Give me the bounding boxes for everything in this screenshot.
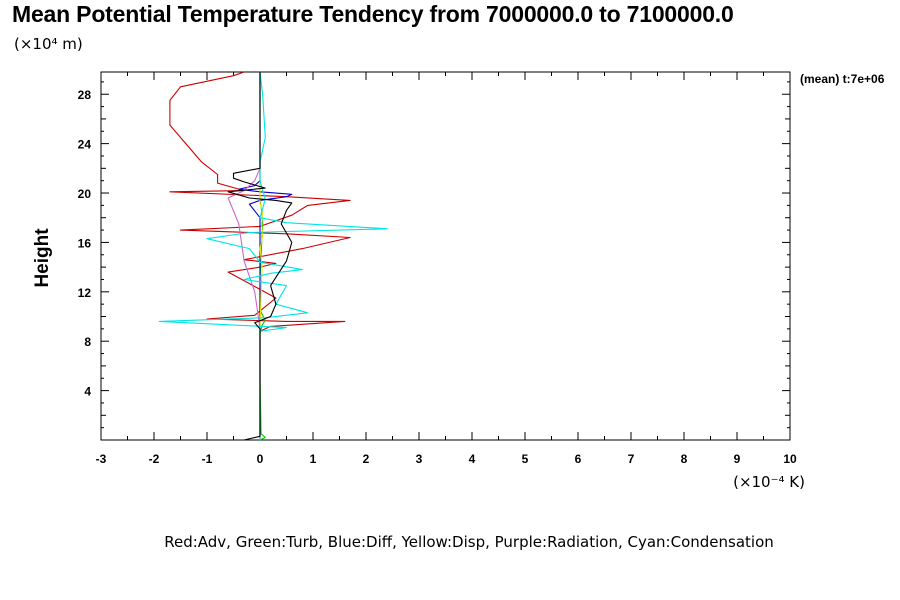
x-tick-label: 10: [783, 452, 797, 466]
series-line-radiation: [227, 72, 261, 440]
x-tick-label: 2: [363, 452, 370, 466]
x-tick-label: 6: [575, 452, 582, 466]
x-tick-label: 5: [522, 452, 529, 466]
x-tick-label: 0: [257, 452, 264, 466]
series-line-adv: [169, 71, 351, 440]
series-line-total: [227, 72, 293, 441]
y-multiplier-label: (×10⁴ m): [14, 35, 83, 53]
y-tick-label: 24: [78, 138, 92, 152]
series-group: [158, 71, 388, 441]
plot-frame: [100, 71, 791, 441]
x-tick-label: 8: [681, 452, 688, 466]
mean-time-annotation: (mean) t:7e+06: [800, 72, 885, 86]
x-tick-label: 1: [310, 452, 317, 466]
y-tick-label: 28: [78, 88, 92, 102]
y-tick-label: 12: [78, 286, 92, 300]
y-tick-label: 20: [78, 187, 92, 201]
x-tick-label: 9: [734, 452, 741, 466]
legend-text: Red:Adv, Green:Turb, Blue:Diff, Yellow:D…: [164, 533, 774, 551]
x-tick-label: 3: [416, 452, 423, 466]
y-tick-label: 8: [84, 335, 91, 349]
y-tick-label: 4: [84, 385, 91, 399]
x-tick-label: 4: [469, 452, 476, 466]
series-line-condensation: [158, 71, 388, 440]
y-axis-label: Height: [32, 228, 53, 288]
x-tick-label: -3: [96, 452, 107, 466]
x-multiplier-label: (×10⁻⁴ K): [733, 473, 805, 491]
series-line-disp: [259, 72, 264, 440]
x-tick-label: -1: [202, 452, 213, 466]
y-tick-label: 16: [78, 236, 92, 250]
chart-title: Mean Potential Temperature Tendency from…: [12, 1, 734, 27]
x-tick-label: -2: [149, 452, 160, 466]
x-tick-label: 7: [628, 452, 635, 466]
